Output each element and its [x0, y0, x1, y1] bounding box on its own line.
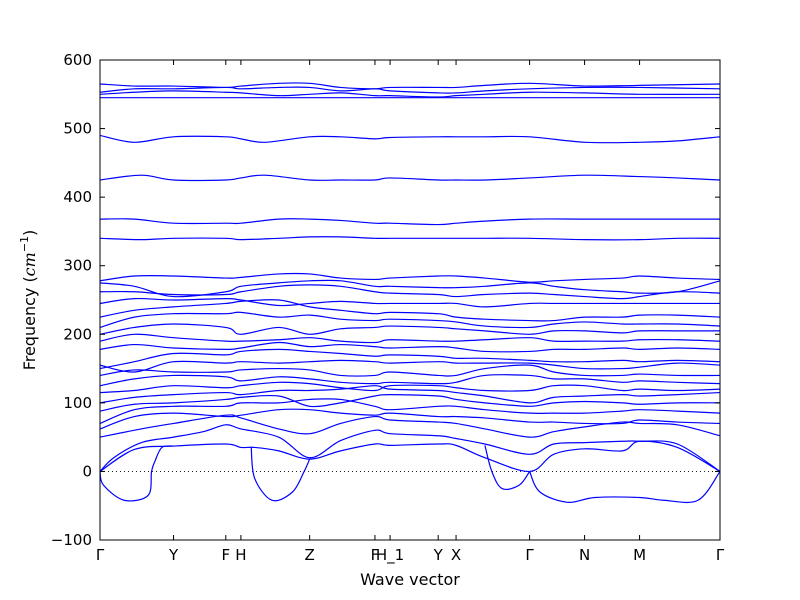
x-tick-label: N	[579, 546, 590, 564]
band-line-33	[99, 82, 721, 90]
x-tick-label: H_1	[376, 546, 404, 565]
y-axis-label: Frequency (cm−1)	[18, 230, 39, 371]
y-tick-label: 300	[63, 257, 92, 275]
band-line-3	[99, 445, 174, 502]
band-line-5	[484, 445, 531, 491]
band-line-6	[529, 471, 721, 504]
band-line-24	[99, 279, 721, 298]
band-line-23	[99, 284, 721, 300]
band-line-21	[99, 299, 721, 322]
band-line-13	[99, 374, 721, 387]
band-line-1	[99, 424, 721, 472]
band-line-26	[99, 236, 721, 241]
x-tick-label: Γ	[96, 546, 105, 564]
band-line-9	[99, 398, 721, 424]
band-line-29	[99, 134, 721, 144]
y-axis-ticks: −100 0 100 200 300 400 500 600	[51, 51, 720, 549]
x-tick-label: Y	[433, 546, 444, 564]
y-tick-label: 500	[63, 120, 92, 138]
band-line-19	[99, 323, 720, 335]
band-line-17	[99, 341, 721, 353]
plot-frame	[99, 59, 721, 541]
bands-group	[99, 82, 721, 504]
x-tick-label: H	[235, 546, 246, 564]
x-tick-label: Z	[305, 546, 315, 564]
y-tick-label: −100	[51, 531, 92, 549]
y-tick-label: 600	[63, 51, 92, 69]
y-tick-label: 0	[82, 462, 92, 480]
band-line-10	[99, 394, 721, 412]
band-line-12	[99, 381, 721, 394]
band-line-27	[99, 218, 720, 226]
band-line-2	[99, 440, 721, 473]
x-tick-label: Γ	[525, 546, 534, 564]
x-tick-label: Γ	[716, 546, 725, 564]
x-tick-label: M	[633, 546, 646, 564]
band-line-7	[99, 414, 721, 438]
band-line-25	[99, 272, 721, 283]
x-tick-label: Y	[168, 546, 179, 564]
band-line-22	[99, 297, 720, 308]
band-line-28	[99, 174, 721, 182]
band-line-31	[99, 90, 721, 98]
x-axis-label: Wave vector	[360, 570, 460, 589]
y-tick-label: 200	[63, 325, 92, 343]
x-axis-ticks: Γ Y F H Z FH_1 Y X Γ N M Γ	[96, 60, 725, 565]
band-line-4	[250, 447, 311, 502]
band-line-8	[99, 408, 721, 430]
band-line-15	[99, 359, 721, 373]
x-tick-label: F	[371, 546, 380, 564]
band-line-14	[99, 364, 721, 377]
y-tick-label: 400	[63, 188, 92, 206]
x-tick-label: F	[221, 546, 230, 564]
band-line-18	[99, 333, 721, 344]
y-tick-label: 100	[63, 394, 92, 412]
plot-area	[100, 60, 720, 540]
band-line-20	[99, 311, 721, 329]
x-tick-label: X	[451, 546, 461, 564]
band-line-16	[99, 348, 721, 370]
band-line-11	[99, 385, 721, 404]
